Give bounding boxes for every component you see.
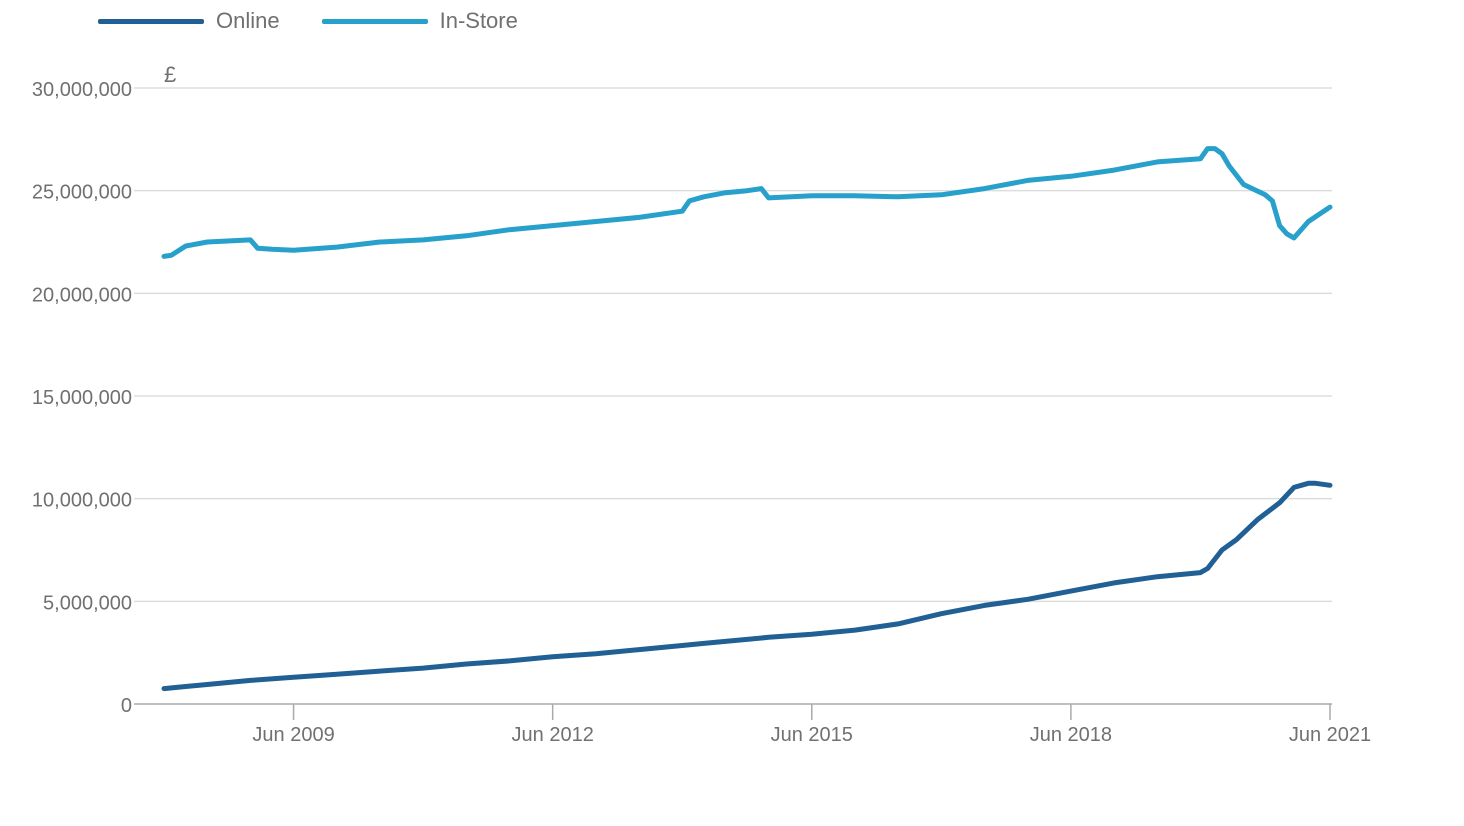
y-axis-tick-labels: 0 5,000,000 10,000,000 15,000,000 20,000,000… [32,79,132,717]
chart-legend: Online In-Store [98,8,560,34]
y-tick-label: 0 [121,695,132,717]
legend-swatch-online [98,18,204,24]
y-tick-label: 30,000,000 [32,79,132,101]
x-axis: Jun 2009 Jun 2012 Jun 2015 Jun 2018 Jun 2021 [134,703,1371,746]
legend-label-instore: In-Store [439,8,518,33]
y-tick-label: 5,000,000 [43,592,132,614]
series-line-online [161,480,1333,692]
series-line-in-store [161,146,1333,259]
y-tick-label: 20,000,000 [32,284,132,306]
x-tick-label: Jun 2012 [512,724,594,746]
legend-item-online: Online [98,8,280,34]
x-tick-label: Jun 2009 [252,724,334,746]
y-tick-label: 10,000,000 [32,490,132,512]
x-tick-label: Jun 2015 [771,724,853,746]
series-lines [161,146,1333,692]
legend-item-instore: In-Store [321,8,518,34]
y-tick-label: 25,000,000 [32,182,132,204]
y-tick-label: 15,000,000 [32,387,132,409]
y-axis-unit-label: £ [164,62,176,87]
x-tick-label: Jun 2018 [1030,724,1112,746]
legend-label-online: Online [216,8,280,33]
x-tick-label: Jun 2021 [1289,724,1371,746]
legend-swatch-instore [321,18,428,24]
